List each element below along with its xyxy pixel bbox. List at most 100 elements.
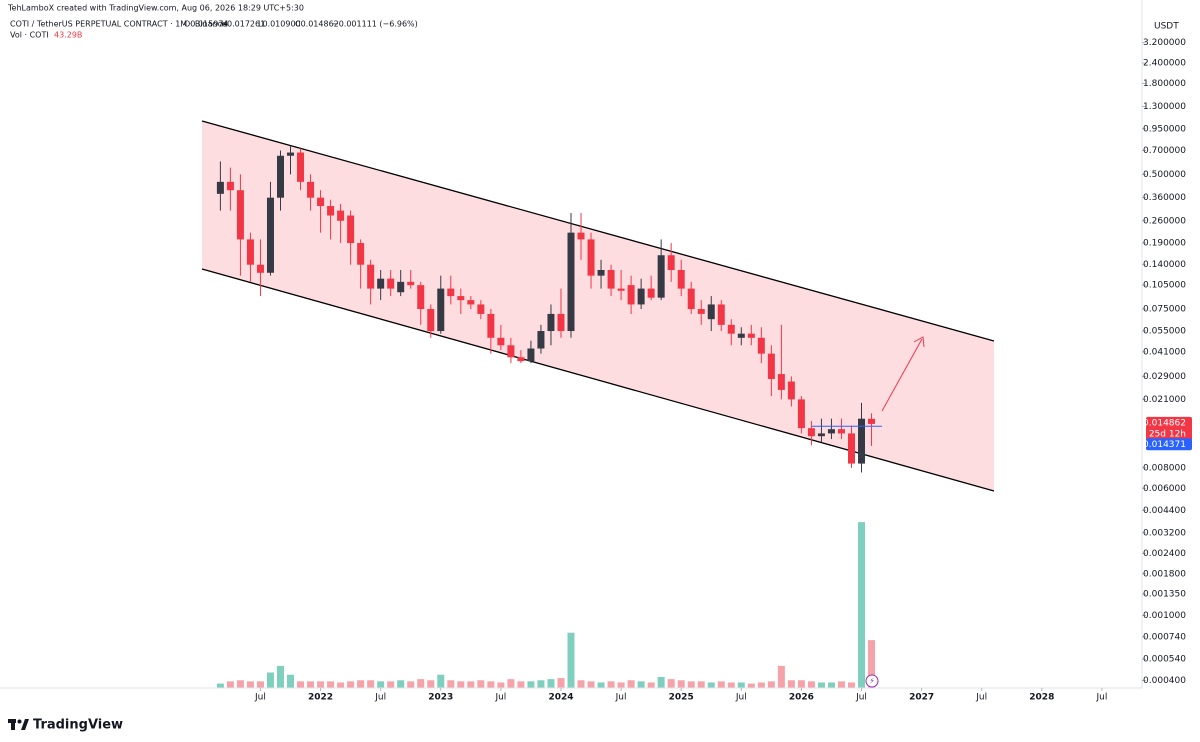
volume-bar	[587, 681, 595, 688]
candle-body	[537, 331, 545, 349]
volume-bar	[687, 681, 695, 688]
volume-bar	[266, 672, 274, 688]
volume-bar	[477, 680, 485, 688]
volume-bar	[317, 681, 325, 688]
candle-body	[397, 281, 405, 293]
x-tick-label: 2022	[308, 693, 333, 703]
volume-bar	[547, 679, 555, 688]
candle-body	[767, 353, 775, 379]
candle-body	[467, 300, 475, 305]
volume-bar	[337, 682, 345, 688]
candle-body	[777, 374, 785, 390]
candle-body	[747, 333, 755, 338]
candle-body	[297, 152, 305, 182]
volume-bar	[557, 678, 565, 688]
candle-body	[827, 429, 835, 434]
y-tick-label: 0.360000	[1143, 193, 1186, 203]
candle-body	[477, 304, 485, 314]
volume-bar	[727, 682, 735, 688]
ohlc-high: H0.017261	[221, 20, 265, 29]
x-tick-label: Jul	[975, 693, 987, 703]
price-tag	[1146, 416, 1192, 441]
candle-body	[377, 278, 385, 289]
x-tick-label: 2028	[1029, 693, 1054, 703]
volume-bar	[527, 681, 535, 688]
candle-body	[617, 288, 625, 291]
candle-body	[667, 255, 675, 270]
volume-bar	[767, 681, 775, 688]
x-tick-label: Jul	[1096, 693, 1108, 703]
candle-body	[587, 239, 595, 276]
y-tick-label: 0.006000	[1143, 484, 1186, 494]
candle-body	[797, 399, 805, 429]
y-tick-label: 0.700000	[1143, 146, 1186, 156]
y-tick-label: 1.800000	[1143, 79, 1186, 89]
y-tick-label: 0.105000	[1143, 281, 1186, 291]
price-tag-label: 0.014862	[1143, 418, 1186, 428]
ohlc-close: C0.014862	[295, 20, 339, 29]
channel-upper	[201, 120, 995, 342]
volume-bar	[858, 522, 866, 688]
candle-body	[687, 288, 695, 310]
y-tick-label: 0.008000	[1143, 463, 1186, 473]
x-tick-label: Jul	[615, 693, 627, 703]
candle-body	[337, 210, 345, 221]
candle-body	[627, 285, 635, 305]
y-tick-label: 0.041000	[1143, 347, 1186, 357]
event-icon[interactable]	[865, 674, 879, 688]
y-tick-label: 0.260000	[1143, 216, 1186, 226]
volume-bar	[807, 681, 815, 688]
volume-bar	[327, 681, 335, 688]
y-tick-label: 0.002400	[1143, 549, 1186, 559]
volume-bar	[307, 681, 315, 688]
volume-bar	[507, 679, 515, 688]
brand: TradingView	[33, 718, 123, 733]
y-tick-label: 0.004400	[1143, 506, 1186, 516]
volume-bar	[256, 681, 264, 688]
volume-bar	[387, 681, 395, 688]
candle-body	[527, 348, 535, 362]
y-tick-label: 0.500000	[1143, 170, 1186, 180]
volume-bar	[357, 680, 365, 688]
candle-body	[868, 418, 876, 424]
candle-body	[707, 304, 715, 320]
candle-body	[447, 288, 455, 297]
volume-bar	[737, 682, 745, 688]
candle-body	[757, 337, 765, 354]
candle-body	[497, 337, 505, 346]
candle-body	[216, 181, 224, 194]
candle-body	[807, 428, 815, 437]
attribution: TehLamboX created with TradingView.com, …	[7, 4, 304, 13]
volume-bar	[617, 682, 625, 688]
candle-body	[657, 255, 665, 298]
candle-body	[507, 345, 515, 358]
volume-bar	[226, 681, 234, 688]
volume-bar	[837, 681, 845, 688]
x-tick-label: 2025	[669, 693, 694, 703]
volume-bar	[447, 680, 455, 688]
volume-bar	[647, 682, 655, 688]
y-tick-label: 0.190000	[1143, 239, 1186, 249]
candle-body	[387, 278, 395, 289]
volume-bar	[487, 681, 495, 688]
y-tick-label: 0.000740	[1143, 632, 1186, 642]
x-tick-label: Jul	[494, 693, 506, 703]
x-tick-label: 2027	[909, 693, 934, 703]
candle-body	[737, 333, 745, 338]
candle-body	[347, 215, 355, 244]
volume-bar	[707, 682, 715, 688]
candle-body	[697, 309, 705, 314]
volume-bar	[607, 681, 615, 688]
candle-body	[567, 232, 575, 332]
volume-bar	[367, 680, 375, 688]
candle-body	[417, 285, 425, 310]
candle-body	[236, 190, 244, 240]
x-tick-label: Jul	[735, 693, 747, 703]
countdown: 25d 12h	[1149, 429, 1186, 439]
price-tag-label: 0.014371	[1143, 440, 1186, 450]
volume-bar	[817, 682, 825, 688]
volume-bar	[216, 683, 224, 688]
candle-body	[367, 264, 375, 289]
volume-name: Vol · COTI	[10, 31, 49, 40]
